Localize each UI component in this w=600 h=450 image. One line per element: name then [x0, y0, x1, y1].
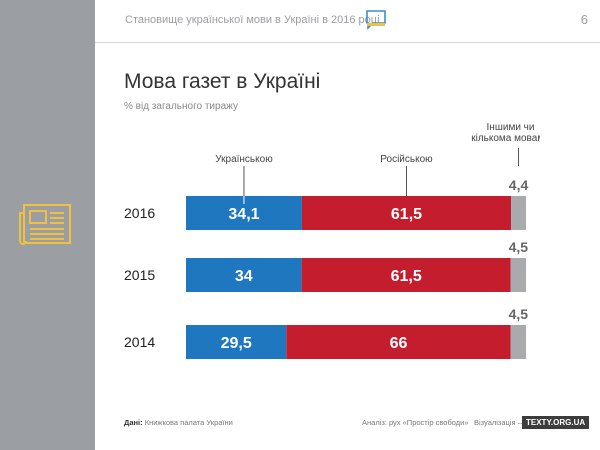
- bar-2015-series-0: [186, 258, 302, 292]
- data-label-2014-series-1: 66: [390, 335, 408, 352]
- footer-viz: Візуалізація —: [474, 418, 526, 427]
- data-label-2016-series-2: 4,4: [509, 177, 529, 193]
- bar-2015-series-2: [510, 258, 526, 292]
- data-label-2016-series-1: 61,5: [391, 206, 422, 223]
- year-label-2016: 2016: [124, 205, 155, 221]
- data-label-2015-series-0: 34: [235, 268, 253, 285]
- year-label-2014: 2014: [124, 334, 155, 350]
- bar-2015-series-1: [301, 258, 511, 292]
- bar-2014-series-2: [510, 325, 526, 359]
- footer-analysis: Аналіз: рух «Простір свободи»: [362, 418, 469, 427]
- year-label-2015: 2015: [124, 267, 155, 283]
- source-text: Книжкова палата України: [144, 418, 233, 427]
- bar-2014-series-1: [286, 325, 511, 359]
- chart-subtitle: % від загального тиражу: [124, 101, 238, 112]
- footer-source: Дані: Книжкова палата України: [124, 418, 233, 427]
- header-title: Становище української мови в Україні в 2…: [125, 14, 380, 26]
- header: Становище української мови в Україні в 2…: [95, 0, 600, 43]
- data-label-2016-series-0: 34,1: [228, 206, 259, 223]
- legend-label-ukrainian: Українською: [215, 154, 273, 165]
- bar-2014-series-0: [186, 325, 287, 359]
- bar-2016-series-2: [511, 196, 526, 230]
- chart-title: Мова газет в Україні: [124, 70, 321, 93]
- legend-label-russian: Російською: [380, 154, 433, 165]
- speech-bubble-logo-icon: [366, 10, 386, 30]
- newspaper-icon: [19, 204, 71, 245]
- sidebar: [0, 0, 95, 450]
- data-label-2015-series-2: 4,5: [509, 239, 529, 255]
- data-label-2015-series-1: 61,5: [391, 268, 422, 285]
- page-number: 6: [580, 12, 588, 27]
- texty-brand-badge[interactable]: TEXTY.ORG.UA: [522, 416, 590, 429]
- source-label: Дані:: [124, 418, 143, 427]
- stacked-bar-chart: 2016 34,1 61,5 4,4 2015 34 61,5 4,5 2014 29,5 66 4,…: [124, 122, 540, 359]
- data-label-2014-series-0: 29,5: [221, 335, 252, 352]
- bar-2016-series-1: [301, 196, 512, 230]
- data-label-2014-series-2: 4,5: [509, 306, 529, 322]
